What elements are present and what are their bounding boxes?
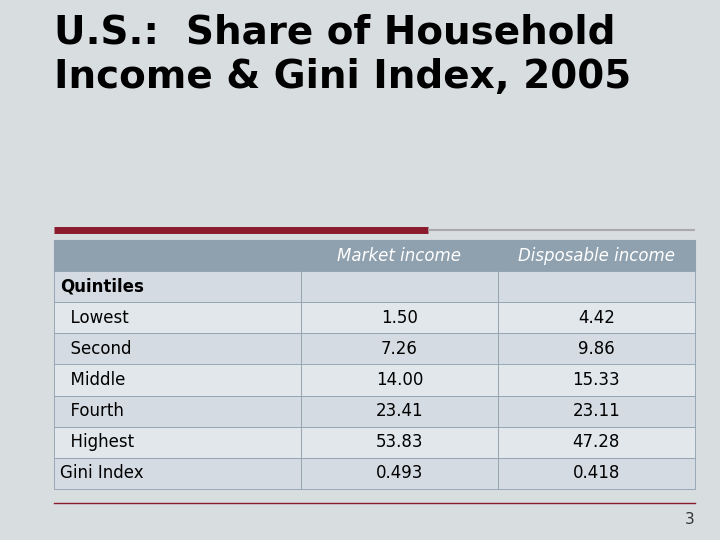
Bar xyxy=(54,302,301,333)
Bar xyxy=(301,271,498,302)
Text: Fourth: Fourth xyxy=(60,402,124,420)
Text: 47.28: 47.28 xyxy=(572,433,620,451)
Text: 4.42: 4.42 xyxy=(578,309,615,327)
Bar xyxy=(498,271,695,302)
Bar xyxy=(54,364,301,395)
Bar xyxy=(498,302,695,333)
Text: 9.86: 9.86 xyxy=(578,340,615,358)
Text: 23.11: 23.11 xyxy=(572,402,621,420)
Text: 53.83: 53.83 xyxy=(376,433,423,451)
Bar xyxy=(301,240,498,271)
Text: 0.493: 0.493 xyxy=(376,464,423,482)
Text: 14.00: 14.00 xyxy=(376,371,423,389)
Bar xyxy=(498,333,695,365)
Text: 15.33: 15.33 xyxy=(572,371,620,389)
Bar xyxy=(301,333,498,365)
Text: Middle: Middle xyxy=(60,371,125,389)
Bar xyxy=(301,364,498,395)
Text: U.S.:  Share of Household
Income & Gini Index, 2005: U.S.: Share of Household Income & Gini I… xyxy=(54,14,631,96)
Bar xyxy=(54,240,301,271)
Bar xyxy=(301,458,498,489)
Text: Highest: Highest xyxy=(60,433,134,451)
Bar xyxy=(54,271,301,302)
Text: Quintiles: Quintiles xyxy=(60,278,143,296)
Text: Disposable income: Disposable income xyxy=(518,247,675,265)
Bar xyxy=(498,240,695,271)
Bar xyxy=(498,395,695,427)
Text: Lowest: Lowest xyxy=(60,309,128,327)
Text: Market income: Market income xyxy=(338,247,462,265)
Text: 7.26: 7.26 xyxy=(381,340,418,358)
Text: 0.418: 0.418 xyxy=(572,464,620,482)
Text: 3: 3 xyxy=(685,511,695,526)
Bar xyxy=(301,395,498,427)
Bar xyxy=(54,427,301,458)
Text: 1.50: 1.50 xyxy=(381,309,418,327)
Text: Gini Index: Gini Index xyxy=(60,464,143,482)
Text: Second: Second xyxy=(60,340,131,358)
Bar xyxy=(498,427,695,458)
Bar xyxy=(301,302,498,333)
Bar xyxy=(498,364,695,395)
Bar xyxy=(301,427,498,458)
Text: 23.41: 23.41 xyxy=(376,402,423,420)
Bar xyxy=(54,395,301,427)
Bar xyxy=(498,458,695,489)
Bar xyxy=(54,333,301,365)
Bar xyxy=(54,458,301,489)
